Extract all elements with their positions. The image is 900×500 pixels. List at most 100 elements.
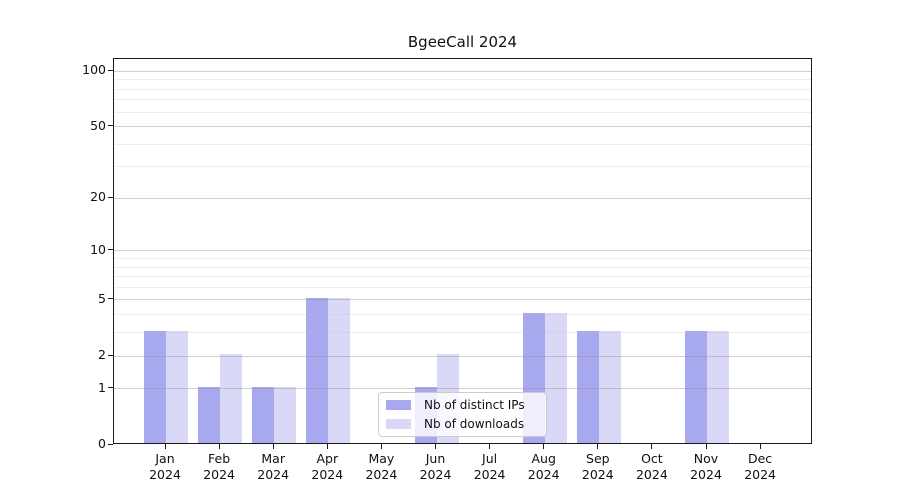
minor-gridline — [114, 276, 811, 278]
x-tick-mark — [380, 444, 382, 449]
x-tick-mark — [543, 444, 545, 449]
y-tick-label: 20 — [90, 189, 106, 205]
minor-gridline — [114, 266, 811, 268]
x-tick-label: Apr 2024 — [297, 451, 357, 483]
x-tick-label: Dec 2024 — [730, 451, 790, 483]
x-tick-label-year: 2024 — [149, 467, 181, 482]
x-tick-label: Mar 2024 — [243, 451, 303, 483]
x-tick-label-year: 2024 — [581, 467, 614, 482]
minor-gridline — [114, 286, 811, 288]
x-tick-mark — [164, 444, 166, 449]
x-tick-mark — [272, 444, 274, 449]
major-gridline — [114, 299, 811, 301]
bar-feb-ips — [198, 386, 221, 443]
major-gridline — [114, 388, 811, 390]
y-tick-label: 100 — [82, 62, 106, 78]
minor-gridline — [114, 99, 811, 101]
y-tick-label: 0 — [98, 436, 106, 451]
x-tick-label: Nov 2024 — [676, 451, 736, 483]
y-tick-mark — [108, 249, 113, 251]
x-tick-label: May 2024 — [351, 451, 411, 483]
y-tick-mark — [108, 443, 113, 445]
plot-area — [113, 58, 812, 444]
legend-item-downloads: Nb of downloads — [386, 415, 540, 435]
major-gridline — [114, 197, 811, 199]
bar-jan-downloads — [166, 330, 188, 443]
y-tick-label: 50 — [90, 117, 106, 133]
bar-apr-ips — [306, 297, 329, 443]
x-tick-label-month: Jul — [482, 451, 498, 466]
x-tick-label-month: Sep — [586, 451, 610, 466]
y-tick-mark — [108, 354, 113, 356]
x-tick-mark — [435, 444, 436, 449]
legend-item-distinct-ips: Nb of distinct IPs — [386, 395, 540, 415]
bar-aug-downloads — [544, 312, 567, 443]
y-tick-label: 2 — [98, 347, 106, 362]
x-tick-label-year: 2024 — [365, 467, 398, 482]
y-tick-label: 10 — [90, 241, 106, 257]
bar-sep-downloads — [598, 330, 621, 443]
x-tick-label-year: 2024 — [635, 467, 668, 482]
major-gridline — [114, 250, 811, 252]
x-tick-label-month: Apr — [316, 451, 339, 466]
bar-nov-downloads — [707, 330, 729, 443]
x-tick-label: Oct 2024 — [622, 451, 682, 483]
legend: Nb of distinct IPs Nb of downloads — [378, 392, 547, 437]
x-tick-label: Jun 2024 — [406, 451, 466, 483]
x-tick-mark — [489, 444, 491, 449]
x-tick-label-year: 2024 — [311, 467, 344, 482]
bar-mar-ips — [252, 386, 275, 443]
bar-nov-ips — [685, 330, 707, 443]
legend-label-distinct-ips: Nb of distinct IPs — [424, 397, 525, 412]
y-tick-mark — [108, 387, 113, 389]
bar-feb-downloads — [220, 354, 243, 443]
chart-title: BgeeCall 2024 — [407, 33, 518, 51]
minor-gridline — [114, 314, 811, 316]
x-tick-label-year: 2024 — [744, 467, 776, 482]
bar-apr-downloads — [328, 297, 351, 443]
x-tick-label-month: May — [368, 451, 395, 466]
x-tick-mark — [705, 444, 707, 449]
bar-jan-ips — [144, 330, 166, 443]
x-tick-mark — [651, 444, 653, 449]
bar-sep-ips — [576, 330, 599, 443]
x-tick-label-month: Jun — [425, 451, 446, 466]
y-tick-mark — [108, 69, 113, 71]
x-tick-label-year: 2024 — [203, 467, 235, 482]
y-tick-mark — [108, 196, 113, 198]
x-tick-label-month: Dec — [747, 451, 773, 466]
major-gridline — [114, 355, 811, 357]
legend-swatch-distinct-ips — [386, 399, 411, 410]
x-tick-label-year: 2024 — [419, 467, 452, 482]
x-tick-label-year: 2024 — [473, 467, 506, 482]
x-tick-label-month: Mar — [261, 451, 285, 466]
x-tick-label: Jan 2024 — [135, 451, 195, 483]
x-tick-label-month: Feb — [208, 451, 231, 466]
x-tick-label: Jul 2024 — [460, 451, 520, 483]
minor-gridline — [114, 257, 811, 259]
x-tick-label-month: Aug — [531, 451, 556, 466]
legend-label-downloads: Nb of downloads — [424, 417, 525, 432]
y-tick-label: 5 — [98, 290, 106, 306]
y-tick-mark — [108, 298, 113, 300]
major-gridline — [114, 70, 811, 72]
x-tick-mark — [597, 444, 599, 449]
x-tick-label-year: 2024 — [527, 467, 560, 482]
major-gridline — [114, 126, 811, 128]
minor-gridline — [114, 111, 811, 113]
x-tick-label: Aug 2024 — [514, 451, 574, 483]
minor-gridline — [114, 143, 811, 145]
minor-gridline — [114, 332, 811, 334]
x-tick-mark — [759, 444, 761, 449]
x-tick-label-year: 2024 — [690, 467, 722, 482]
x-tick-label-month: Nov — [693, 451, 719, 466]
minor-gridline — [114, 166, 811, 168]
x-tick-label: Sep 2024 — [568, 451, 628, 483]
bar-mar-downloads — [274, 386, 297, 443]
minor-gridline — [114, 88, 811, 90]
x-tick-mark — [218, 444, 220, 449]
x-tick-label: Feb 2024 — [189, 451, 249, 483]
y-tick-label: 1 — [98, 379, 106, 395]
legend-swatch-downloads — [386, 419, 411, 430]
